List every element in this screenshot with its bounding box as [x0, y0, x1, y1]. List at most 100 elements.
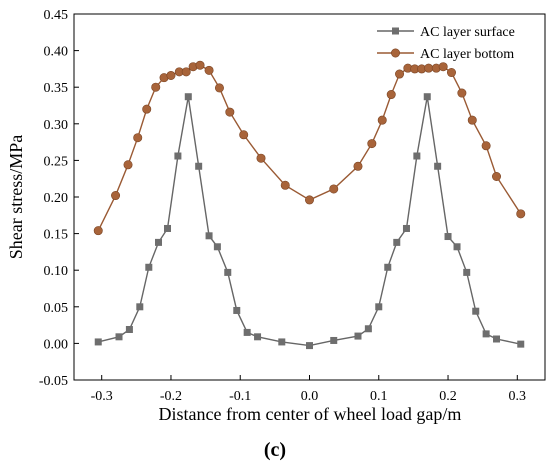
data-point — [111, 191, 121, 201]
legend-marker — [390, 48, 400, 58]
data-point — [205, 232, 213, 240]
data-point — [482, 330, 490, 338]
data-point — [424, 63, 434, 73]
data-point — [384, 263, 392, 271]
legend-label: AC layer surface — [420, 25, 515, 40]
y-tick-label: 0.15 — [44, 228, 69, 243]
data-point — [493, 335, 501, 343]
data-point — [184, 93, 192, 101]
x-tick-label: -0.2 — [160, 389, 182, 404]
data-point — [225, 107, 235, 117]
y-tick-label: 0.10 — [44, 264, 69, 279]
data-point — [142, 104, 152, 114]
legend-item: AC layer bottom — [377, 47, 514, 62]
data-point — [256, 153, 266, 163]
data-point — [123, 160, 133, 170]
panel-label: (c) — [264, 439, 286, 461]
series-line — [97, 64, 522, 231]
x-tick-label: 0.2 — [439, 389, 457, 404]
data-point — [94, 338, 102, 346]
data-point — [402, 224, 410, 232]
x-axis-ticks: -0.3 -0.2 -0.1 0.0 0.1 0.2 0.3 — [91, 375, 526, 404]
y-tick-label: 0.00 — [44, 337, 69, 352]
y-tick-label: 0.30 — [44, 118, 69, 133]
y-tick-label: 0.25 — [44, 154, 69, 169]
data-point — [243, 328, 251, 336]
data-point — [330, 336, 338, 344]
data-point — [145, 263, 153, 271]
data-point — [481, 141, 491, 151]
data-point — [115, 333, 123, 341]
data-point — [413, 152, 421, 160]
series-line — [98, 96, 521, 347]
legend-marker — [392, 27, 399, 35]
data-point — [93, 226, 103, 236]
data-point — [329, 184, 339, 194]
x-axis-label: Distance from center of wheel load gap/m — [159, 404, 462, 424]
data-point — [353, 161, 363, 171]
data-point — [492, 172, 502, 182]
data-point — [446, 68, 456, 78]
data-point — [467, 115, 477, 125]
legend-label: AC layer bottom — [420, 47, 514, 62]
x-tick-label: 0.3 — [509, 389, 527, 404]
data-point — [516, 209, 526, 219]
data-point — [214, 83, 224, 93]
y-axis-label: Shear stress/MPa — [6, 135, 26, 260]
y-tick-label: 0.05 — [44, 301, 69, 316]
data-point — [423, 93, 431, 101]
data-point — [125, 325, 133, 333]
data-point — [395, 69, 405, 79]
data-point — [239, 130, 249, 140]
data-point — [517, 340, 525, 348]
data-point — [195, 162, 203, 170]
data-point — [155, 238, 163, 246]
data-point — [438, 62, 448, 72]
data-point — [375, 303, 383, 311]
y-tick-label: 0.45 — [44, 8, 69, 23]
y-tick-label: 0.40 — [44, 45, 69, 60]
data-point — [213, 243, 221, 251]
data-point — [278, 338, 286, 346]
y-tick-label: -0.05 — [39, 374, 68, 389]
series-ac-layer-surface — [94, 93, 525, 350]
data-point — [377, 115, 387, 125]
data-point — [472, 307, 480, 315]
y-tick-label: 0.20 — [44, 191, 69, 206]
data-point — [444, 233, 452, 241]
data-point — [280, 180, 290, 190]
data-point — [393, 238, 401, 246]
x-tick-label: -0.1 — [229, 389, 251, 404]
data-point — [195, 60, 205, 70]
data-point — [453, 243, 461, 251]
data-point — [151, 82, 161, 92]
data-point — [133, 133, 143, 143]
data-point — [306, 342, 313, 350]
data-point — [174, 152, 182, 160]
series-ac-layer-bottom — [93, 60, 526, 236]
y-axis-ticks: -0.05 0.00 0.05 0.10 0.15 0.20 0.25 0.30 0.35 0.4… — [39, 8, 79, 389]
data-point — [304, 195, 314, 205]
y-tick-label: 0.35 — [44, 81, 69, 96]
data-point — [136, 303, 144, 311]
data-point — [204, 65, 214, 75]
data-point — [224, 268, 232, 276]
data-point — [354, 332, 362, 340]
x-tick-label: 0.0 — [301, 389, 319, 404]
data-point — [254, 333, 262, 341]
series-layer — [93, 60, 526, 350]
legend-item: AC layer surface — [377, 25, 515, 40]
data-point — [434, 162, 442, 170]
data-point — [164, 224, 172, 232]
x-tick-label: -0.3 — [91, 389, 113, 404]
data-point — [367, 139, 377, 149]
data-point — [463, 268, 471, 276]
x-tick-label: 0.1 — [370, 389, 388, 404]
data-point — [386, 90, 396, 100]
data-point — [181, 67, 191, 77]
data-point — [364, 325, 372, 333]
data-point — [166, 70, 176, 80]
legend: AC layer surface AC layer bottom — [377, 25, 515, 62]
data-point — [457, 88, 467, 98]
